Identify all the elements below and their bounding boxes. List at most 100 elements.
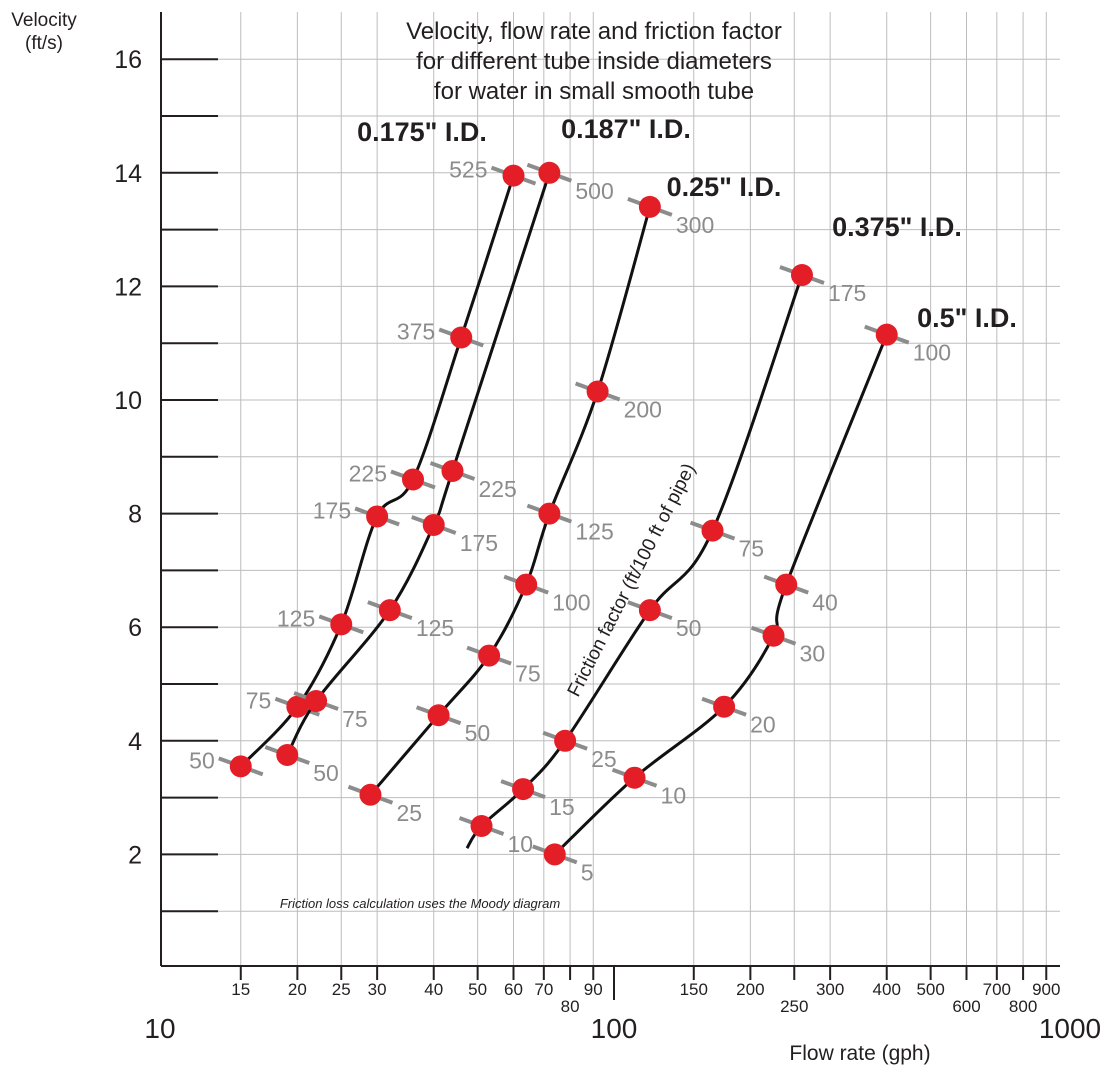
data-point xyxy=(586,380,609,403)
data-point xyxy=(713,695,736,718)
point-label: 100 xyxy=(552,590,590,616)
series-label-0175: 0.175" I.D. xyxy=(357,117,487,147)
y-axis-title-line-2: (ft/s) xyxy=(25,33,63,54)
data-point xyxy=(276,744,299,766)
point-label: 175 xyxy=(460,530,498,556)
point-label: 25 xyxy=(591,746,617,772)
x-tick-label: 50 xyxy=(468,980,487,999)
point-label: 125 xyxy=(575,519,613,545)
point-label: 50 xyxy=(189,747,215,773)
x-major-tick-label: 10 xyxy=(144,1013,175,1044)
y-tick-label: 14 xyxy=(114,160,142,188)
moody-note: Friction loss calculation uses the Moody… xyxy=(280,896,561,911)
x-tick-label: 90 xyxy=(584,980,603,999)
x-major-tick-label: 1000 xyxy=(1039,1013,1101,1044)
data-point xyxy=(422,513,445,536)
data-point xyxy=(512,778,535,801)
y-tick-label: 8 xyxy=(128,501,142,529)
point-label: 50 xyxy=(465,720,491,746)
data-point xyxy=(441,460,464,482)
data-point xyxy=(450,326,473,349)
y-tick-label: 6 xyxy=(128,614,142,642)
y-tick-label: 10 xyxy=(114,387,142,415)
y-axis-title-line-1: Velocity xyxy=(11,10,77,31)
x-tick-label: 900 xyxy=(1032,980,1060,999)
data-point xyxy=(623,766,646,789)
x-tick-label: 400 xyxy=(873,980,901,999)
point-label: 20 xyxy=(750,712,776,738)
data-point xyxy=(378,599,401,622)
data-point xyxy=(470,815,493,837)
data-point xyxy=(359,783,382,806)
x-tick-label: 150 xyxy=(680,980,708,999)
data-point xyxy=(286,695,309,718)
point-label: 10 xyxy=(661,783,687,809)
series-group: 25 50 75 100 125 200 300 xyxy=(347,195,714,826)
series-label-0375: 0.375" I.D. xyxy=(832,212,962,242)
point-label: 75 xyxy=(515,661,541,687)
point-label: 175 xyxy=(313,497,351,523)
series-group: 50 75 125 175 225 375 525 xyxy=(189,157,537,778)
data-point xyxy=(790,264,813,287)
y-tick-label: 16 xyxy=(114,46,142,74)
x-tick-label: 300 xyxy=(816,980,844,999)
x-tick-label: 60 xyxy=(504,980,523,999)
data-point xyxy=(366,505,389,528)
data-point xyxy=(502,164,525,187)
point-label: 5 xyxy=(581,859,594,885)
data-point xyxy=(538,502,561,525)
y-tick-labels: 2 4 6 8 10 12 14 16 xyxy=(114,46,142,869)
point-label: 75 xyxy=(739,536,765,562)
point-label: 300 xyxy=(676,212,714,238)
series-group: 50 75 125 175 225 500 xyxy=(264,161,614,786)
data-point xyxy=(543,843,566,866)
x-tick-label: 200 xyxy=(736,980,764,999)
point-label: 30 xyxy=(800,641,826,667)
data-point xyxy=(538,161,561,184)
axes xyxy=(160,12,1060,1000)
series-group: 10 15 25 50 75 175 xyxy=(458,264,866,857)
series-label-0187: 0.187" I.D. xyxy=(561,114,691,144)
data-point xyxy=(330,613,353,636)
series-group: 5 10 20 30 40 100 xyxy=(532,323,951,885)
point-label: 225 xyxy=(349,461,387,487)
data-point xyxy=(305,690,328,713)
data-point xyxy=(875,323,898,346)
x-tick-label: 20 xyxy=(288,980,307,999)
y-tick-label: 4 xyxy=(128,728,142,756)
point-label: 500 xyxy=(575,178,613,204)
grid-lines xyxy=(161,12,1060,980)
data-point xyxy=(638,599,661,622)
point-label: 225 xyxy=(478,476,516,502)
data-point xyxy=(554,729,577,752)
title-line-3: for water in small smooth tube xyxy=(434,78,754,105)
point-label: 375 xyxy=(397,319,435,345)
x-tick-label: 700 xyxy=(983,980,1011,999)
x-tick-label: 80 xyxy=(561,997,580,1016)
point-label: 125 xyxy=(277,605,315,631)
point-label: 525 xyxy=(449,157,487,183)
point-label: 10 xyxy=(508,831,534,857)
x-tick-label: 15 xyxy=(231,980,250,999)
x-tick-label: 500 xyxy=(916,980,944,999)
data-point xyxy=(229,755,252,778)
chart-title: Velocity, flow rate and friction factor … xyxy=(406,18,782,105)
point-label: 175 xyxy=(828,280,866,306)
x-tick-label: 30 xyxy=(368,980,387,999)
point-label: 75 xyxy=(246,688,272,714)
title-line-1: Velocity, flow rate and friction factor xyxy=(406,18,782,45)
y-axis-title: Velocity (ft/s) xyxy=(11,10,77,54)
point-label: 15 xyxy=(549,794,575,820)
series-label-05: 0.5" I.D. xyxy=(917,303,1017,333)
x-axis-title: Flow rate (gph) xyxy=(789,1042,930,1065)
x-tick-label: 600 xyxy=(952,997,980,1016)
title-line-2: for different tube inside diameters xyxy=(416,48,772,75)
data-point xyxy=(762,624,785,647)
data-point xyxy=(478,644,501,667)
x-tick-label: 250 xyxy=(780,997,808,1016)
point-label: 200 xyxy=(624,396,662,422)
point-label: 50 xyxy=(313,760,339,786)
point-label: 25 xyxy=(396,800,422,826)
